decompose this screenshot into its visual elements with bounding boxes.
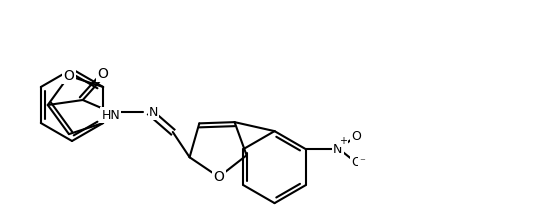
- Text: HN: HN: [101, 108, 120, 121]
- Text: O: O: [351, 156, 360, 169]
- Text: +: +: [339, 136, 346, 146]
- Text: N: N: [333, 143, 342, 156]
- Text: O: O: [351, 130, 360, 143]
- Text: ⁻: ⁻: [359, 157, 365, 167]
- Text: O: O: [97, 67, 108, 81]
- Text: O: O: [63, 69, 74, 83]
- Text: O: O: [214, 170, 224, 184]
- Text: N: N: [149, 106, 158, 118]
